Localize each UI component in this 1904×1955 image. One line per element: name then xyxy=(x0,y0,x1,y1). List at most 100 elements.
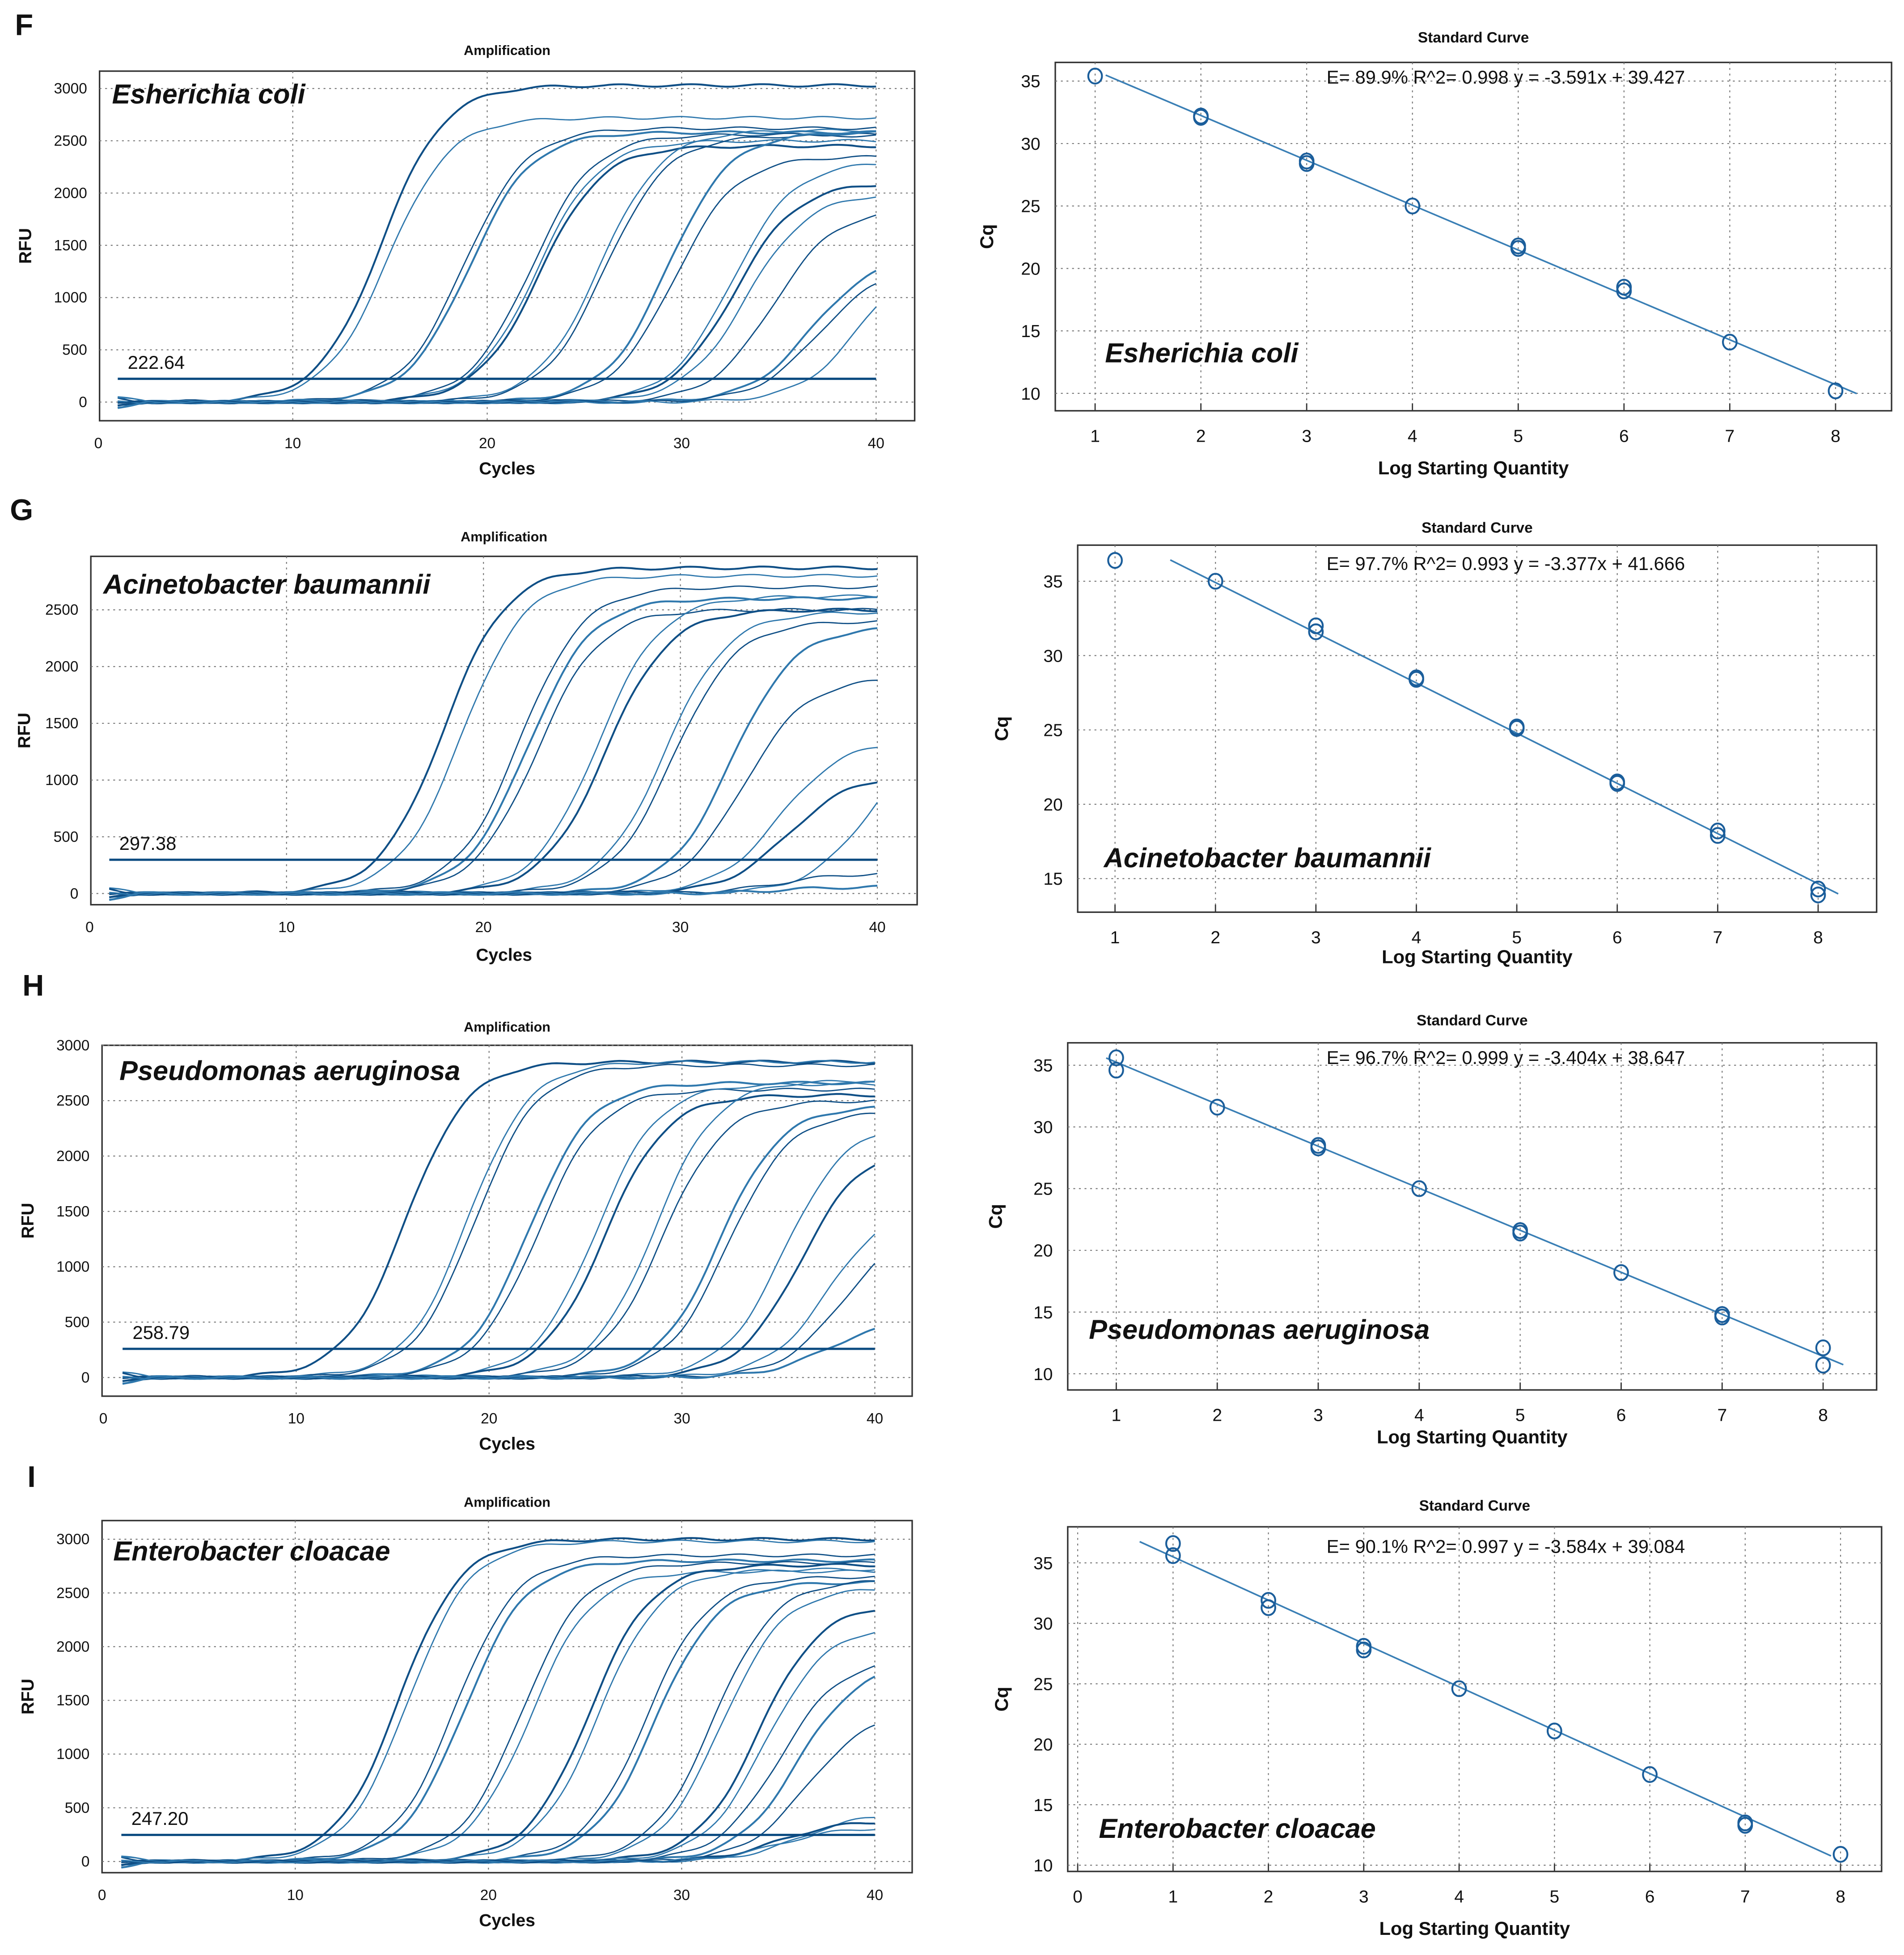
data-point[interactable] xyxy=(1510,240,1526,257)
amplification-curve xyxy=(109,585,878,896)
data-point[interactable] xyxy=(1193,109,1209,126)
data-point[interactable] xyxy=(1108,1061,1124,1079)
data-point[interactable] xyxy=(1722,334,1738,351)
y-tick-label: 2000 xyxy=(54,185,87,202)
data-point[interactable] xyxy=(1087,68,1103,84)
amplification-curve xyxy=(118,270,877,409)
chart-title: Amplification xyxy=(464,1495,550,1510)
x-tick-label: 0 xyxy=(85,919,94,936)
x-tick-label: 40 xyxy=(867,1410,883,1427)
y-axis-label: RFU xyxy=(16,228,35,264)
amplification-curve xyxy=(123,1112,875,1380)
amplification-curve xyxy=(121,1553,875,1864)
data-point[interactable] xyxy=(1299,155,1315,172)
amplification-curve xyxy=(121,1609,875,1866)
data-point[interactable] xyxy=(1709,827,1726,844)
data-point[interactable] xyxy=(1310,1139,1326,1157)
x-tick-label: 6 xyxy=(1619,426,1629,446)
data-point[interactable] xyxy=(1828,382,1844,400)
data-point[interactable] xyxy=(1261,1599,1276,1616)
y-tick-label: 25 xyxy=(1033,1675,1053,1694)
amplification-curve xyxy=(109,608,878,899)
data-point[interactable] xyxy=(1405,197,1421,215)
data-point[interactable] xyxy=(1411,1180,1427,1197)
data-point[interactable] xyxy=(1207,573,1223,590)
chart-title: Amplification xyxy=(464,43,550,58)
data-point[interactable] xyxy=(1616,282,1632,300)
x-tick-label: 7 xyxy=(1740,1887,1750,1907)
panel-letter: H xyxy=(22,969,44,1002)
amplification-curve xyxy=(122,1093,875,1382)
amplification-curve xyxy=(118,116,876,404)
y-tick-label: 35 xyxy=(1033,1554,1053,1573)
amplification-chart: 0 10 20 30 40 0 500 1000 1500 2000 2500 3000 Amplifi… xyxy=(16,43,916,478)
y-tick-label: 25 xyxy=(1033,1180,1053,1199)
figure-panel-h: H 0 10 20 30 40 0 500 1000 1500 2000 2500 3000 Amplif… xyxy=(18,969,1878,1454)
x-tick-label: 40 xyxy=(867,1887,883,1904)
chart-title: Amplification xyxy=(464,1020,550,1035)
data-point[interactable] xyxy=(1356,1641,1372,1659)
data-point[interactable] xyxy=(1613,1264,1629,1281)
data-point[interactable] xyxy=(1810,887,1826,904)
data-point[interactable] xyxy=(1832,1846,1849,1863)
y-tick-label: 2000 xyxy=(56,1638,89,1655)
amplification-curve xyxy=(121,1580,875,1864)
data-point[interactable] xyxy=(1609,775,1625,792)
data-point[interactable] xyxy=(1308,623,1324,640)
data-point[interactable] xyxy=(1409,671,1424,688)
data-point[interactable] xyxy=(1546,1723,1562,1740)
data-point[interactable] xyxy=(1107,552,1123,569)
amplification-curve xyxy=(121,1563,875,1866)
y-tick-label: 20 xyxy=(1021,259,1040,279)
y-tick-label: 15 xyxy=(1021,322,1040,341)
y-tick-label: 1000 xyxy=(54,290,87,306)
fit-line xyxy=(1170,559,1839,895)
fit-equation: E= 97.7% R^2= 0.993 y = -3.377x + 41.666 xyxy=(1327,553,1685,574)
x-tick-label: 1 xyxy=(1168,1887,1178,1907)
data-point[interactable] xyxy=(1451,1680,1467,1697)
data-point[interactable] xyxy=(1737,1817,1753,1834)
y-tick-label: 1000 xyxy=(56,1746,89,1763)
y-tick-label: 20 xyxy=(1033,1241,1053,1261)
amplification-curve xyxy=(109,594,878,896)
plot-frame xyxy=(1054,61,1892,412)
data-point[interactable] xyxy=(1714,1309,1730,1326)
y-axis-label: Cq xyxy=(985,1204,1006,1229)
y-tick-label: 2000 xyxy=(45,659,78,675)
y-tick-label: 25 xyxy=(1021,197,1040,216)
data-point[interactable] xyxy=(1512,1225,1528,1241)
y-tick-label: 30 xyxy=(1033,1614,1053,1634)
amplification-curve xyxy=(109,608,878,896)
data-point[interactable] xyxy=(1209,1098,1225,1116)
data-point[interactable] xyxy=(1509,720,1525,737)
x-tick-label: 5 xyxy=(1513,426,1523,446)
data-point[interactable] xyxy=(1642,1766,1658,1783)
amplification-curve xyxy=(121,1724,875,1864)
data-point[interactable] xyxy=(1308,617,1324,634)
y-tick-label: 15 xyxy=(1033,1303,1053,1322)
data-point[interactable] xyxy=(1165,1547,1181,1564)
data-point[interactable] xyxy=(1709,823,1726,840)
data-point[interactable] xyxy=(1261,1592,1276,1609)
data-point[interactable] xyxy=(1108,1049,1124,1066)
standard-curve-chart: 1 2 3 4 5 6 7 8 15 20 25 30 35 Standard Curve Log Star… xyxy=(991,520,1878,967)
x-tick-label: 1 xyxy=(1112,1406,1121,1425)
x-tick-label: 5 xyxy=(1515,1406,1525,1425)
threshold-label: 222.64 xyxy=(128,352,185,373)
y-tick-label: 0 xyxy=(81,1854,90,1870)
amplification-curve xyxy=(123,1082,875,1380)
standard-curve-chart: 1 2 3 4 5 6 7 8 10 15 20 25 30 35 Standard Curve Log St… xyxy=(985,1013,1878,1448)
x-tick-label: 8 xyxy=(1813,928,1823,947)
chart-title: Standard Curve xyxy=(1418,30,1529,46)
y-tick-label: 15 xyxy=(1033,1796,1053,1815)
x-tick-label: 30 xyxy=(672,919,689,936)
data-point[interactable] xyxy=(1815,1356,1831,1374)
organism-label: Esherichia coli xyxy=(112,79,306,109)
y-tick-label: 20 xyxy=(1043,795,1062,815)
data-point[interactable] xyxy=(1815,1339,1831,1356)
x-tick-label: 20 xyxy=(479,435,495,452)
y-axis-label: RFU xyxy=(15,713,34,748)
data-point[interactable] xyxy=(1810,880,1826,898)
data-point[interactable] xyxy=(1165,1535,1181,1552)
